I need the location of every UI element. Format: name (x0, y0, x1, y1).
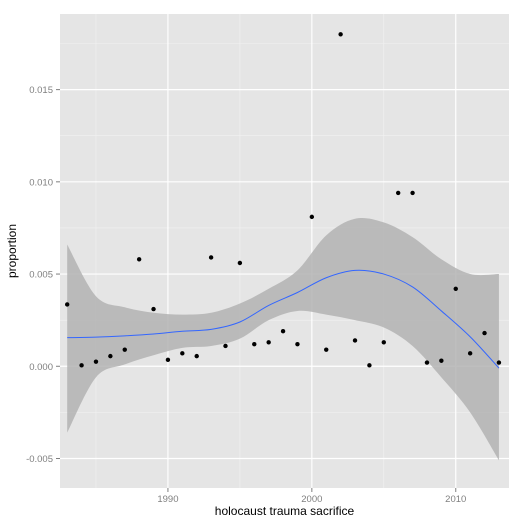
x-tick-label: 2010 (445, 494, 466, 505)
data-point (64, 302, 70, 307)
data-point (122, 347, 127, 352)
data-point (496, 360, 502, 365)
data-point (367, 363, 372, 368)
y-tick-label: -0.005 (26, 454, 53, 465)
x-axis-title: holocaust trauma sacrifice (215, 504, 355, 518)
data-point (453, 286, 458, 292)
data-point (108, 353, 113, 359)
data-point (237, 260, 243, 266)
data-point (482, 330, 487, 336)
data-point (208, 255, 214, 260)
x-tick-label: 2000 (301, 494, 322, 505)
data-point (439, 358, 444, 363)
y-axis-title: proportion (5, 224, 19, 278)
data-point (93, 359, 99, 364)
confidence-band-layer (67, 217, 499, 461)
data-point (151, 306, 156, 312)
y-tick-label: 0.010 (29, 177, 53, 188)
plot-panel (60, 14, 509, 488)
data-point (467, 351, 473, 356)
data-point (381, 340, 386, 345)
axes-layer: -0.005 0.000 0.005 0.010 0.015 1990 2000 2010 (26, 85, 466, 505)
data-point (295, 341, 300, 347)
data-point (223, 343, 228, 349)
y-tick-label: 0.005 (29, 270, 53, 281)
data-point (79, 363, 84, 368)
data-point (252, 341, 257, 347)
y-tick-label: 0.015 (29, 85, 53, 96)
data-point (280, 329, 286, 334)
data-point (352, 338, 358, 343)
data-point (165, 357, 171, 363)
points-layer (64, 32, 502, 368)
data-point (424, 360, 430, 365)
smooth-line-layer (67, 269, 500, 369)
data-point (136, 257, 142, 262)
y-tick-label: 0.000 (29, 362, 53, 373)
smooth-line (67, 269, 500, 369)
data-point (410, 190, 415, 196)
data-point (338, 32, 343, 37)
data-point (309, 214, 315, 220)
data-point (395, 190, 401, 196)
data-point (194, 353, 199, 359)
confidence-band (67, 217, 499, 461)
data-point (180, 351, 185, 356)
x-tick-label: 1990 (157, 494, 178, 505)
data-point (324, 347, 329, 352)
data-point (266, 340, 271, 345)
